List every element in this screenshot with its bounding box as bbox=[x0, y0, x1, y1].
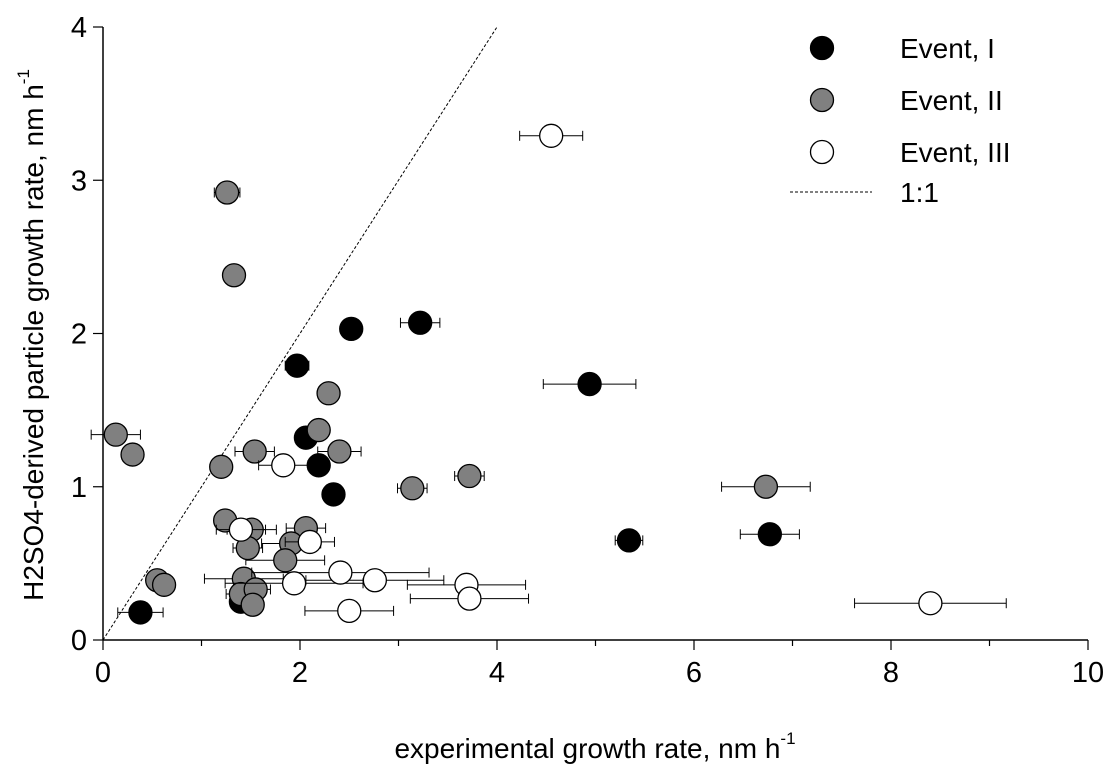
series-group bbox=[215, 123, 1007, 624]
point bbox=[757, 522, 782, 547]
y-tick-label: 0 bbox=[71, 625, 87, 657]
y-axis-label: H2SO4-derived particle growth rate, nm h… bbox=[14, 69, 49, 601]
legend-label: Event, I bbox=[900, 33, 995, 64]
point bbox=[457, 586, 482, 611]
point bbox=[457, 463, 482, 489]
x-tick-label: 2 bbox=[292, 657, 308, 689]
point bbox=[362, 568, 388, 593]
point bbox=[327, 439, 352, 464]
point bbox=[242, 439, 267, 464]
point bbox=[128, 600, 153, 625]
point bbox=[400, 476, 425, 501]
legend-marker bbox=[809, 35, 835, 61]
x-tick-label: 4 bbox=[489, 657, 505, 689]
point bbox=[120, 442, 145, 467]
y-tick-label: 2 bbox=[71, 319, 87, 351]
x-axis-label: experimental growth rate, nm h-1 bbox=[394, 729, 795, 764]
legend-label: Event, II bbox=[900, 85, 1003, 116]
point bbox=[273, 548, 298, 573]
point bbox=[209, 454, 234, 479]
x-axis-label-text: experimental growth rate, nm h bbox=[394, 733, 780, 764]
y-tick-label: 4 bbox=[71, 12, 87, 44]
point bbox=[284, 353, 310, 378]
point bbox=[328, 560, 353, 585]
point bbox=[321, 482, 346, 507]
y-axis-label-sup: -1 bbox=[14, 69, 33, 84]
point bbox=[221, 263, 247, 288]
point bbox=[297, 529, 323, 555]
point bbox=[228, 517, 254, 542]
legend-marker bbox=[809, 87, 835, 113]
point bbox=[240, 592, 265, 617]
legend-label: Event, III bbox=[900, 137, 1011, 168]
point bbox=[337, 598, 362, 624]
point bbox=[539, 123, 564, 148]
x-tick-label: 0 bbox=[95, 657, 111, 689]
point bbox=[753, 474, 779, 499]
point bbox=[306, 417, 331, 443]
point bbox=[103, 422, 128, 447]
x-tick-label: 8 bbox=[883, 657, 899, 689]
point bbox=[306, 453, 331, 478]
y-tick-label: 1 bbox=[71, 472, 87, 504]
point bbox=[577, 371, 602, 397]
point bbox=[339, 316, 364, 342]
point bbox=[271, 453, 296, 478]
series-group bbox=[90, 180, 811, 617]
point bbox=[214, 180, 240, 205]
x-tick-label: 10 bbox=[1072, 657, 1104, 689]
x-tick-label: 6 bbox=[686, 657, 702, 689]
y-axis-label-text: H2SO4-derived particle growth rate, nm h bbox=[18, 84, 49, 601]
point bbox=[616, 528, 642, 553]
point bbox=[316, 381, 341, 406]
legend-marker bbox=[809, 139, 835, 165]
point bbox=[151, 572, 177, 597]
point bbox=[918, 591, 943, 616]
point bbox=[408, 310, 433, 335]
legend-label: 1:1 bbox=[900, 177, 939, 208]
y-tick-label: 3 bbox=[71, 165, 87, 197]
point bbox=[281, 571, 307, 596]
x-axis-label-sup: -1 bbox=[780, 729, 795, 748]
